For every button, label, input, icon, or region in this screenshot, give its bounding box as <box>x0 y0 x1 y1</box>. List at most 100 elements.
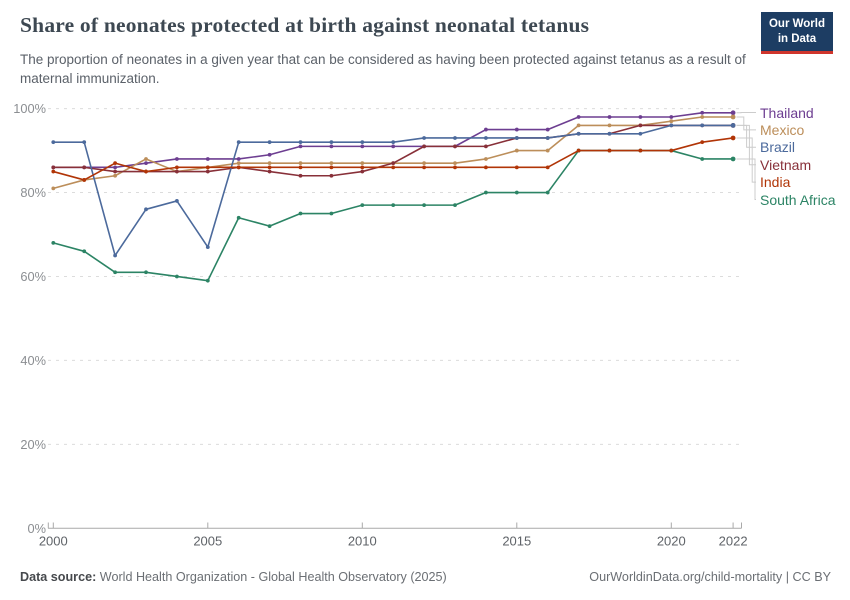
series-thailand[interactable] <box>51 110 736 170</box>
x-axis-tick-label: 2022 <box>719 534 748 549</box>
data-point-vietnam <box>422 144 426 149</box>
data-point-thailand <box>329 144 334 149</box>
data-point-vietnam <box>360 169 365 174</box>
data-point-mexico <box>669 119 674 124</box>
data-point-brazil <box>82 140 87 145</box>
data-point-india <box>267 165 272 170</box>
data-point-brazil <box>484 136 488 140</box>
data-point-mexico <box>453 161 457 166</box>
data-point-india <box>391 165 396 170</box>
legend-item-india[interactable]: India <box>760 174 791 191</box>
data-point-brazil <box>638 131 643 136</box>
series-line-india[interactable] <box>52 137 734 181</box>
data-point-brazil <box>545 136 550 140</box>
data-point-brazil <box>700 123 705 128</box>
data-point-mexico <box>514 148 519 153</box>
data-point-vietnam <box>391 161 396 166</box>
data-point-south-africa <box>236 215 241 220</box>
data-point-vietnam <box>113 169 117 174</box>
data-point-mexico <box>360 161 365 166</box>
data-point-south-africa <box>360 203 365 208</box>
data-point-mexico <box>298 161 303 166</box>
footer-attribution: OurWorldinData.org/child-mortality | CC … <box>589 570 831 584</box>
owid-logo: Our World in Data <box>760 12 833 55</box>
data-point-south-africa <box>422 203 426 208</box>
data-point-mexico <box>329 161 334 166</box>
data-point-thailand <box>113 165 117 170</box>
logo-line2: in Data <box>777 33 817 46</box>
data-point-brazil <box>576 131 581 136</box>
footer-source-label: Data source: <box>20 570 97 584</box>
data-point-brazil <box>329 140 334 145</box>
data-point-india <box>484 165 488 170</box>
data-point-brazil <box>391 140 396 145</box>
y-axis-tick-label: 40% <box>20 353 46 368</box>
x-axis-tick-label: 2005 <box>193 534 222 549</box>
data-point-mexico <box>576 123 581 128</box>
data-point-mexico <box>144 157 148 161</box>
data-point-thailand <box>484 127 488 132</box>
data-point-south-africa <box>175 274 179 279</box>
series-line-thailand[interactable] <box>52 111 734 169</box>
data-point-thailand <box>514 127 519 132</box>
legend-item-brazil[interactable]: Brazil <box>760 139 796 156</box>
y-axis-tick-label: 100% <box>13 101 46 116</box>
data-point-south-africa <box>391 203 396 208</box>
data-point-brazil <box>607 131 612 136</box>
data-point-india <box>329 165 334 170</box>
data-point-thailand <box>700 110 705 115</box>
data-point-brazil <box>236 140 241 145</box>
data-point-india <box>576 148 581 153</box>
data-point-vietnam <box>51 165 56 170</box>
legend-item-vietnam[interactable]: Vietnam <box>760 156 812 173</box>
data-point-vietnam <box>267 169 272 174</box>
data-point-south-africa <box>144 270 148 275</box>
data-point-south-africa <box>730 156 736 162</box>
legend-connector-brazil <box>736 124 756 148</box>
series-india[interactable] <box>51 135 736 182</box>
y-axis-tick-label: 0% <box>28 521 47 536</box>
data-point-south-africa <box>545 190 550 195</box>
data-point-vietnam <box>175 169 179 174</box>
legend-item-south-africa[interactable]: South Africa <box>760 191 836 208</box>
data-point-brazil <box>453 136 457 140</box>
page-title: Share of neonates protected at birth aga… <box>20 13 590 37</box>
legend-item-thailand[interactable]: Thailand <box>760 104 814 121</box>
data-point-india <box>545 165 550 170</box>
legend-connector-south-africa <box>736 158 756 200</box>
legend-item-mexico[interactable]: Mexico <box>760 121 805 138</box>
x-axis-tick-label: 2015 <box>502 534 531 549</box>
data-point-south-africa <box>700 157 705 161</box>
data-point-india <box>638 148 643 153</box>
data-point-south-africa <box>51 241 56 245</box>
data-point-brazil <box>669 123 674 128</box>
data-point-south-africa <box>82 249 87 254</box>
data-point-brazil <box>360 140 365 145</box>
footer-link[interactable]: OurWorldinData.org/child-mortality <box>589 570 783 584</box>
data-point-mexico <box>700 115 705 119</box>
data-point-brazil <box>144 207 148 212</box>
series-brazil[interactable] <box>51 122 736 258</box>
data-point-india <box>453 165 457 170</box>
data-point-mexico <box>484 157 488 161</box>
data-point-vietnam <box>638 123 643 128</box>
x-axis-tick-label: 2020 <box>657 534 686 549</box>
data-point-india <box>360 165 365 170</box>
data-point-brazil <box>51 140 56 145</box>
data-point-thailand <box>267 152 272 157</box>
data-point-india <box>51 169 56 174</box>
data-point-thailand <box>638 115 643 119</box>
data-point-mexico <box>236 161 241 166</box>
data-point-india <box>298 165 303 170</box>
data-point-brazil <box>514 136 519 140</box>
data-point-south-africa <box>484 190 488 195</box>
footer-license[interactable]: CC BY <box>792 570 832 584</box>
legend-connector-india <box>736 137 756 183</box>
footer-source: Data source: World Health Organization -… <box>20 570 447 584</box>
data-point-brazil <box>175 199 179 203</box>
series-mexico[interactable] <box>51 114 736 191</box>
data-point-mexico <box>607 123 612 128</box>
data-point-vietnam <box>329 173 334 178</box>
data-point-thailand <box>175 157 179 161</box>
